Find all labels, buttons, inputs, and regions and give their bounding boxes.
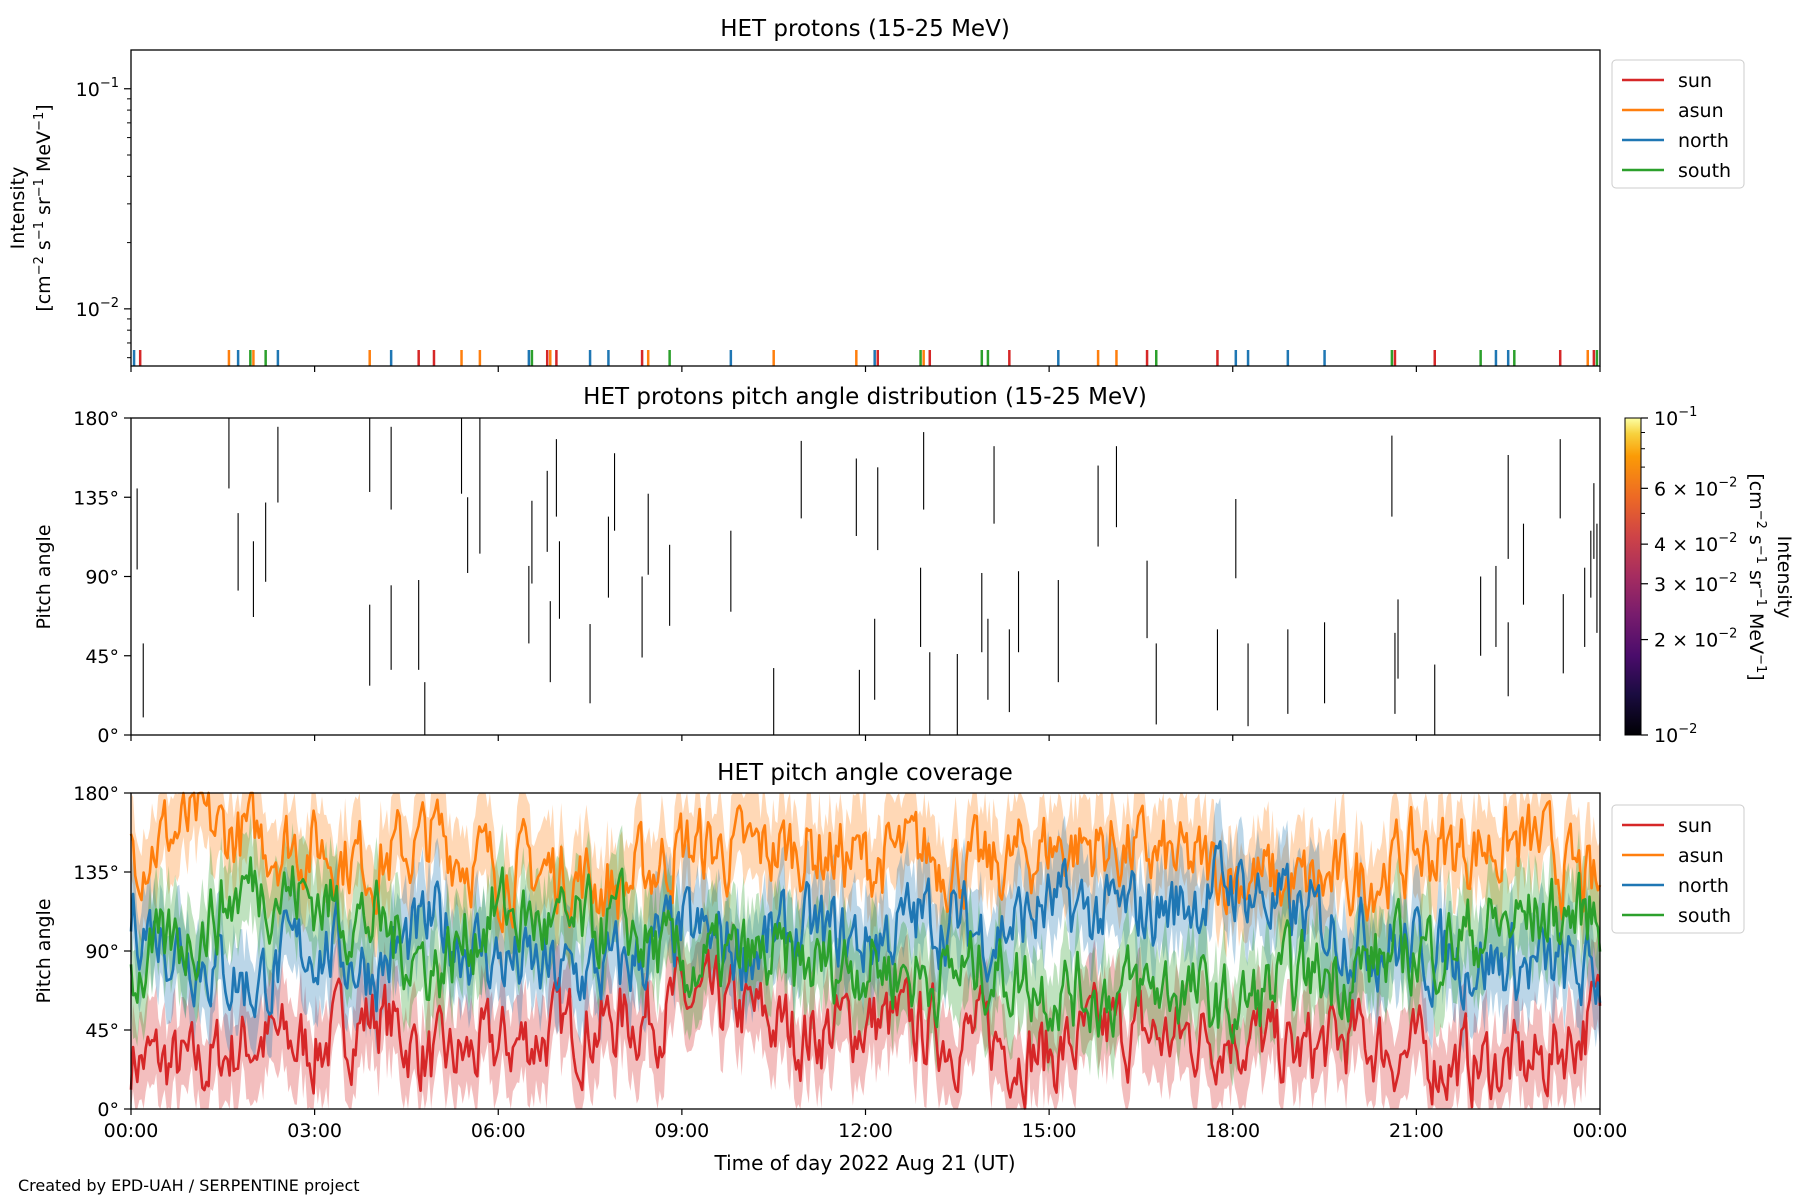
panel2-y-label: Pitch angle: [33, 524, 55, 629]
panel2-x-ticks: [130, 735, 1601, 741]
panel3-title: HET pitch angle coverage: [717, 760, 1013, 786]
legend-label-south: south: [1678, 905, 1731, 927]
legend-label-asun: asun: [1678, 845, 1724, 867]
panel3-y-label: Pitch angle: [33, 898, 55, 1003]
x-tick-label: 21:00: [1389, 1120, 1444, 1142]
colorbar-label-line2: [cm−2 s−1 sr−1 MeV−1]: [1745, 473, 1768, 680]
y-tick-label: 135°: [73, 487, 119, 509]
colorbar-tick-label: 6 × 10−2: [1654, 475, 1737, 500]
x-tick-label: 15:00: [1022, 1120, 1077, 1142]
legend-label-sun: sun: [1678, 815, 1712, 837]
x-tick-label: 09:00: [654, 1120, 709, 1142]
legend-box: [1611, 59, 1745, 189]
colorbar-tick-label: 10−1: [1654, 405, 1697, 430]
colorbar-tick-label: 2 × 10−2: [1654, 627, 1737, 652]
coverage-line-sun: [129, 948, 1602, 1110]
coverage-line-asun: [129, 791, 1602, 934]
coverage-band-south: [131, 813, 1600, 1087]
y-tick-label: 10−1: [76, 76, 119, 101]
panel2-frame: [130, 417, 1601, 736]
legend-label-north: north: [1678, 875, 1729, 897]
x-axis-label: Time of day 2022 Aug 21 (UT): [713, 1151, 1015, 1175]
legend-label-asun: asun: [1678, 100, 1724, 122]
colorbar-gradient: [1624, 417, 1642, 736]
legend-box: [1611, 804, 1745, 934]
pitch-angle-distribution-panel: HET protons pitch angle distribution (15…: [33, 384, 1795, 747]
panel2-title: HET protons pitch angle distribution (15…: [583, 384, 1147, 410]
coverage-band-sun: [131, 906, 1600, 1109]
panel1-title: HET protons (15-25 MeV): [720, 16, 1010, 42]
coverage-band-asun: [131, 793, 1600, 976]
y-tick-label: 0°: [97, 725, 119, 747]
colorbar-tick-label: 10−2: [1654, 722, 1697, 747]
panel2-y-ticks: 0° 45° 90° 135° 180°: [73, 408, 131, 747]
y-tick-label: 45°: [85, 1020, 119, 1042]
distribution-segments: [136, 418, 1598, 735]
y-tick-label: 90°: [85, 941, 119, 963]
coverage-line-north: [129, 840, 1602, 1019]
panel3-y-ticks: 0° 45° 90° 135° 180°: [73, 783, 131, 1121]
colorbar-tick-label: 4 × 10−2: [1654, 531, 1737, 556]
x-tick-label: 12:00: [838, 1120, 893, 1142]
credit-text: Created by EPD-UAH / SERPENTINE project: [18, 1176, 360, 1195]
y-tick-label: 180°: [73, 783, 119, 805]
legend-label-north: north: [1678, 130, 1729, 152]
x-tick-label: 03:00: [287, 1120, 342, 1142]
y-tick-label: 180°: [73, 408, 119, 430]
y-tick-label: 0°: [97, 1099, 119, 1121]
x-tick-label: 06:00: [471, 1120, 526, 1142]
panel3-x-ticks: 00:00 03:00 06:00 09:00 12:00 15:00 18:00 21:00…: [104, 1109, 1628, 1142]
x-tick-label: 18:00: [1205, 1120, 1260, 1142]
colorbar-tick-label: 3 × 10−2: [1654, 571, 1737, 596]
intensity-spikes: [132, 350, 1599, 366]
y-tick-label: 135°: [73, 862, 119, 884]
colorbar: 10−1 6 × 10−2 4 × 10−2 3 × 10−2 2 × 10−2 10−2…: [1624, 405, 1795, 747]
legend-label-sun: sun: [1678, 70, 1712, 92]
coverage-lines: [129, 791, 1602, 1110]
panel1-ylabel-line1: Intensity: [7, 167, 29, 250]
intensity-panel: HET protons (15-25 MeV) 10−1 10−2 Intensi…: [7, 16, 1745, 372]
panel1-y-ticks: 10−1 10−2: [76, 76, 131, 359]
x-tick-label: 00:00: [1573, 1120, 1628, 1142]
y-tick-label: 10−2: [76, 296, 119, 321]
x-tick-label: 00:00: [104, 1120, 159, 1142]
panel3-legend: sun asun north south: [1611, 804, 1745, 934]
panel1-y-label: Intensity [cm−2 s−1 sr−1 MeV−1]: [7, 104, 55, 311]
panel1-ylabel-line2: [cm−2 s−1 sr−1 MeV−1]: [32, 104, 55, 311]
y-tick-label: 45°: [85, 646, 119, 668]
legend-label-south: south: [1678, 160, 1731, 182]
pitch-angle-coverage-panel: HET pitch angle coverage 0° 45° 90° 135° 180…: [33, 760, 1745, 1175]
panel1-legend: sun asun north south: [1611, 59, 1745, 189]
y-tick-label: 90°: [85, 567, 119, 589]
panel1-frame: [130, 49, 1601, 367]
coverage-line-south: [129, 856, 1602, 1045]
colorbar-label-line1: Intensity: [1773, 536, 1795, 619]
colorbar-ticks: 10−1 6 × 10−2 4 × 10−2 3 × 10−2 2 × 10−2 10−2: [1641, 405, 1737, 747]
panel1-x-ticks: [130, 366, 1601, 372]
